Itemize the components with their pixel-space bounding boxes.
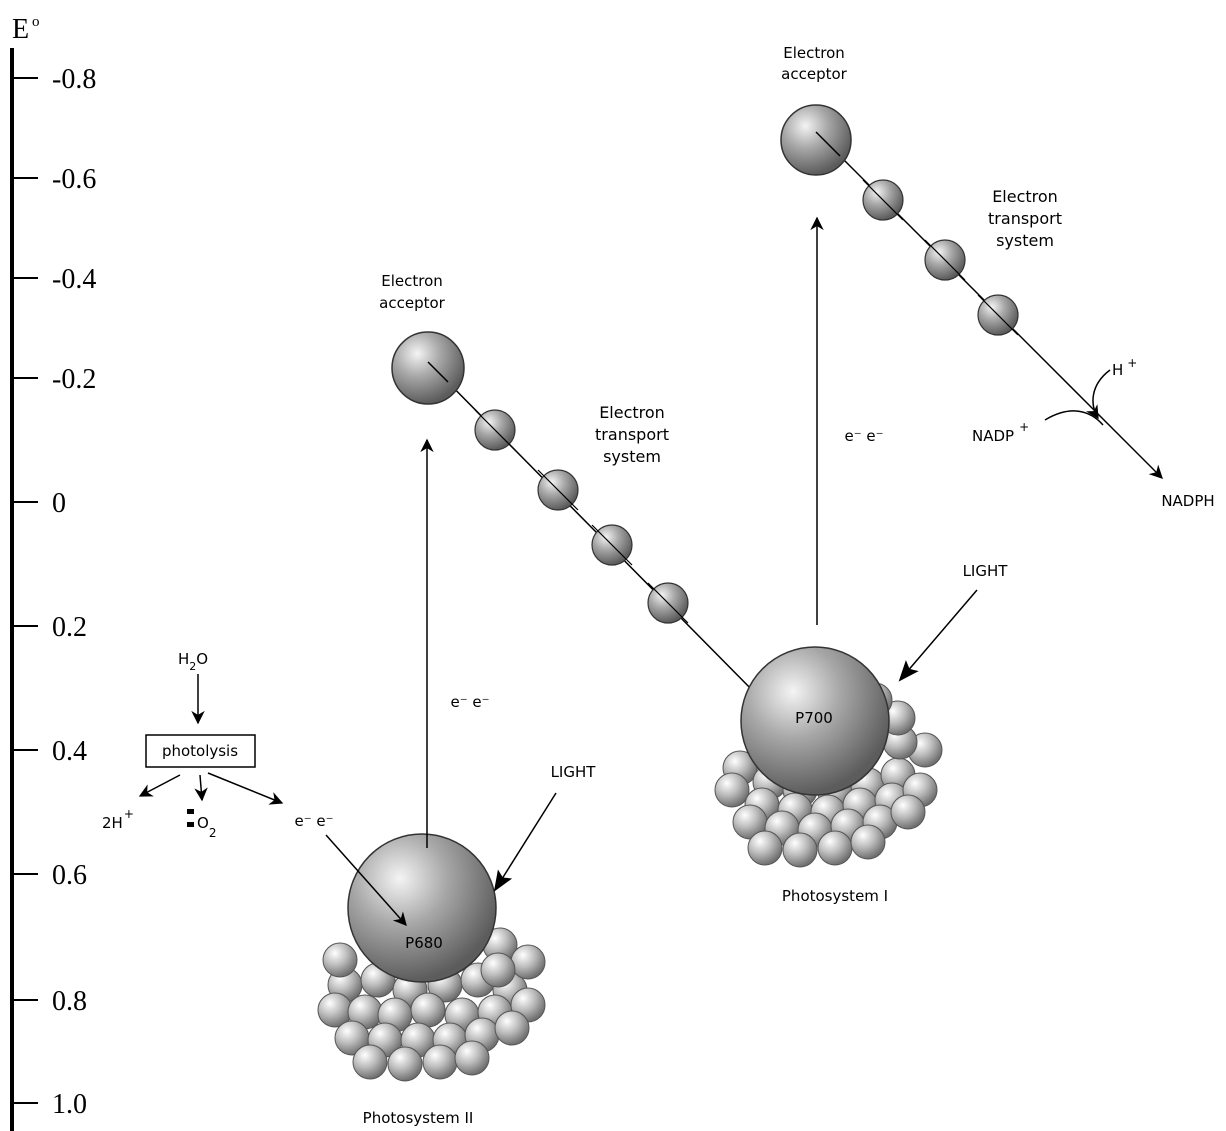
electron-supply-arrow — [325, 834, 407, 927]
acceptor-label-ps2-line2: acceptor — [379, 294, 445, 312]
antenna-pigment-ball — [454, 1040, 490, 1076]
axis-title-superscript: o — [32, 14, 40, 30]
acceptor-label-ps1-line2: acceptor — [781, 65, 847, 83]
electrons-label-ps1: e⁻ e⁻ — [844, 427, 883, 445]
antenna-pigment-ball — [352, 1044, 388, 1080]
electrons-label-ps2: e⁻ e⁻ — [450, 693, 489, 711]
carrier-line-overlay-7 — [977, 294, 1019, 336]
light-arrow-ps1 — [898, 589, 978, 682]
antenna-pigment-ball — [747, 830, 783, 866]
p700-label: P700 — [795, 709, 833, 727]
carrier-line-overlay-6 — [924, 239, 966, 281]
ets-label-ps1-line3: system — [996, 231, 1054, 250]
protons-label: 2H+ — [102, 807, 134, 832]
proton-arrow-photolysis — [138, 774, 181, 797]
carrier-line-overlay-2 — [537, 469, 579, 511]
p700-sphere — [740, 646, 890, 796]
antenna-pigment-ball — [510, 944, 546, 980]
half-bar-top — [187, 809, 194, 814]
axis-tick-label: 0.2 — [52, 612, 87, 643]
axis-ticks: -0.8 -0.6 -0.4 -0.2 0 0.2 0.4 0.6 0.8 1.0 — [12, 64, 96, 1120]
photosystem-i-label: Photosystem I — [782, 887, 888, 905]
axis-tick-label: 0.4 — [52, 736, 87, 767]
light-arrow-ps2 — [493, 792, 557, 892]
carrier-line-overlay-1 — [474, 409, 516, 451]
axis-tick-label: 1.0 — [52, 1089, 87, 1120]
antenna-pigment-ball — [387, 1046, 423, 1082]
proton-label: H + — [1112, 356, 1137, 379]
ets-label-ps2-line2: transport — [595, 425, 669, 444]
carrier-line-overlay-5 — [862, 179, 904, 221]
electron-acceptor-sphere-ps1 — [780, 104, 852, 176]
nadp-curve — [1044, 410, 1104, 426]
nadph-label: NADPH — [1161, 492, 1214, 510]
ets-label-ps1-line1: Electron — [992, 187, 1058, 206]
oxygen-label: O2 — [197, 814, 216, 840]
axis-tick-label: 0 — [52, 488, 66, 519]
electron-arrow-photolysis — [207, 772, 284, 805]
photosystem-i-cluster: P700 — [714, 646, 943, 868]
axis-tick-label: 0.8 — [52, 986, 87, 1017]
carrier-line-overlay-4 — [647, 582, 689, 624]
acceptor-line-overlay-ps2 — [427, 361, 449, 383]
nadp-plus-label: NADP + — [972, 420, 1029, 445]
electrons-label-photolysis: e⁻ e⁻ — [294, 812, 333, 830]
light-label-ps2: LIGHT — [551, 763, 597, 781]
energy-axis: E o -0.8 -0.6 -0.4 -0.2 0 0.2 0.4 0.6 0.8 1.0 — [10, 14, 96, 1131]
antenna-pigment-ball — [410, 992, 446, 1028]
p680-sphere — [347, 833, 497, 983]
electron-acceptor-sphere-ps2 — [391, 331, 465, 405]
photosystem-ii-label: Photosystem II — [363, 1109, 474, 1127]
photosystem-ii-cluster: P680 — [317, 833, 546, 1082]
antenna-pigment-ball — [850, 824, 886, 860]
ets-label-ps2-line3: system — [603, 447, 661, 466]
carrier-line-overlay-3 — [591, 524, 633, 566]
light-label-ps1: LIGHT — [963, 562, 1009, 580]
antenna-pigment-ball — [890, 794, 926, 830]
proton-arrow — [1085, 369, 1111, 420]
axis-tick-label: -0.4 — [52, 264, 96, 295]
half-bar-bottom — [187, 822, 194, 827]
acceptor-label-ps2-line1: Electron — [381, 272, 443, 290]
ets-label-ps1-line2: transport — [988, 209, 1062, 228]
acceptor-line-overlay-ps1 — [815, 131, 841, 157]
axis-tick-label: 0.6 — [52, 860, 87, 891]
photolysis-label: photolysis — [162, 742, 238, 760]
axis-tick-label: -0.2 — [52, 364, 96, 395]
antenna-pigment-ball — [422, 1044, 458, 1080]
antenna-pigment-ball — [494, 1010, 530, 1046]
acceptor-label-ps1-line1: Electron — [783, 44, 845, 62]
axis-title: E — [12, 14, 29, 45]
axis-tick-label: -0.6 — [52, 164, 96, 195]
axis-tick-label: -0.8 — [52, 64, 96, 95]
water-label: H2O — [178, 650, 208, 673]
antenna-pigment-ball — [817, 830, 853, 866]
oxygen-arrow-photolysis — [194, 774, 208, 802]
ets-label-ps2-line1: Electron — [599, 403, 665, 422]
antenna-pigment-ball — [782, 832, 818, 868]
antenna-pigment-ball — [480, 952, 516, 988]
p680-label: P680 — [405, 934, 443, 952]
antenna-pigment-ball — [714, 772, 750, 808]
photolysis-box — [145, 734, 256, 768]
antenna-pigment-ball — [322, 942, 358, 978]
